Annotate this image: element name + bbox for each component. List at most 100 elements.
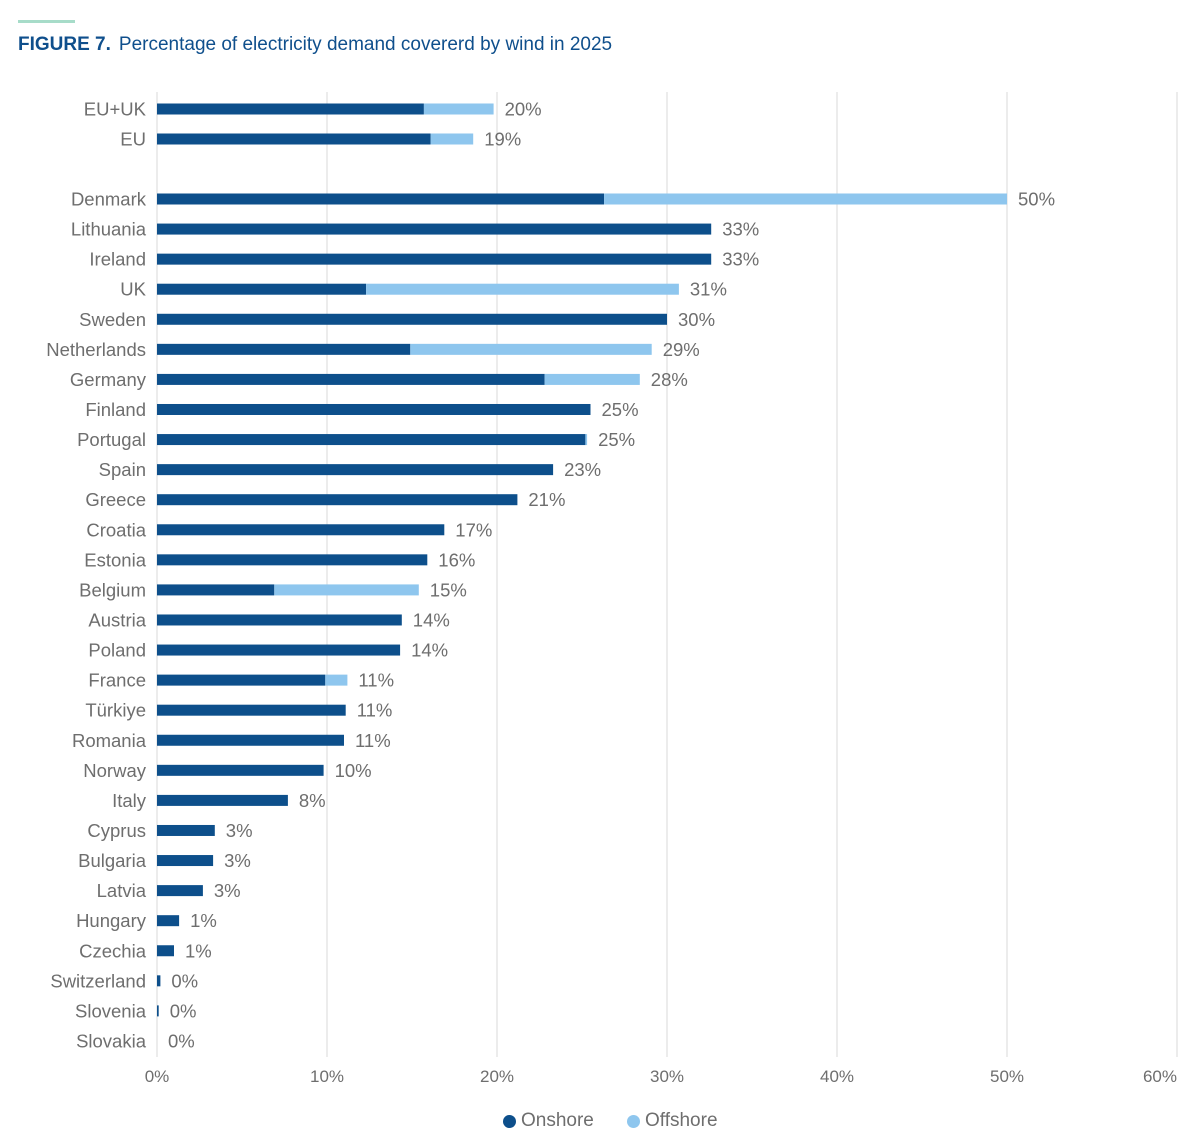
bar-offshore <box>604 193 1007 205</box>
category-label: Estonia <box>84 549 146 570</box>
category-label: France <box>88 670 146 691</box>
data-label: 14% <box>413 609 450 630</box>
bar-chart: EU+UK 20% EU 19% Denmark 50% Lithuania 33% Irela… <box>46 92 1178 1086</box>
bar-onshore <box>157 343 411 355</box>
x-tick-label: 40% <box>820 1067 854 1086</box>
data-label: 3% <box>214 880 241 901</box>
bar-onshore <box>157 644 401 656</box>
bar-onshore <box>157 704 346 716</box>
bar-onshore <box>157 253 712 265</box>
category-label: Denmark <box>71 189 147 210</box>
data-label: 15% <box>430 579 467 600</box>
category-label: Slovakia <box>76 1030 147 1051</box>
category-label: Finland <box>85 399 146 420</box>
figure-title-text: Percentage of electricity demand coverer… <box>118 34 613 55</box>
data-label: 19% <box>484 129 521 150</box>
bar-onshore <box>157 794 288 806</box>
data-label: 11% <box>358 670 394 691</box>
category-label: Czechia <box>79 940 147 961</box>
category-label: UK <box>120 279 146 300</box>
data-label: 11% <box>355 730 391 751</box>
bar-onshore <box>157 373 545 385</box>
data-label: 30% <box>678 309 715 330</box>
category-label: Ireland <box>89 249 146 270</box>
category-label: Slovenia <box>75 1000 147 1021</box>
data-label: 1% <box>185 940 212 961</box>
bar-onshore <box>157 403 591 415</box>
x-tick-label: 30% <box>650 1067 684 1086</box>
bar-onshore <box>157 283 367 295</box>
data-label: 11% <box>357 700 393 721</box>
legend-label-onshore: Onshore <box>521 1110 594 1131</box>
data-label: 3% <box>226 820 253 841</box>
bar-onshore <box>157 193 605 205</box>
bar-onshore <box>157 554 428 566</box>
offshore-swatch <box>627 1114 640 1128</box>
category-label: Netherlands <box>46 339 146 360</box>
category-label: Greece <box>85 489 146 510</box>
data-label: 25% <box>598 429 635 450</box>
bar-onshore <box>157 734 344 746</box>
bar-offshore <box>325 674 348 686</box>
x-tick-label: 50% <box>990 1067 1024 1086</box>
data-label: 3% <box>224 850 251 871</box>
bar-onshore <box>157 223 712 235</box>
bar-onshore <box>157 494 518 506</box>
category-label: EU <box>120 129 146 150</box>
category-label: Poland <box>88 640 146 661</box>
bar-onshore <box>157 885 203 897</box>
bar-offshore <box>544 373 640 385</box>
category-label: Italy <box>112 790 147 811</box>
onshore-swatch <box>503 1114 516 1128</box>
data-label: 33% <box>722 219 759 240</box>
bar-onshore <box>157 915 180 927</box>
data-label: 20% <box>505 99 542 120</box>
category-label: Germany <box>70 369 147 390</box>
data-label: 50% <box>1018 189 1055 210</box>
figure-number: FIGURE 7. <box>18 34 111 55</box>
bar-onshore <box>157 674 326 686</box>
bar-offshore <box>423 103 494 115</box>
bar-onshore <box>157 945 174 957</box>
data-label: 0% <box>170 1000 197 1021</box>
bar-onshore <box>157 464 554 476</box>
legend-item-onshore: Onshore <box>503 1110 594 1132</box>
figure-title: FIGURE 7. Percentage of electricity deman… <box>18 34 612 56</box>
category-label: EU+UK <box>84 99 147 120</box>
category-label: Latvia <box>97 880 147 901</box>
bar-offshore <box>410 343 652 355</box>
category-label: Bulgaria <box>78 850 147 871</box>
x-tick-label: 10% <box>310 1067 344 1086</box>
category-label: Austria <box>88 609 146 630</box>
x-tick-label: 0% <box>145 1067 170 1086</box>
bar-onshore <box>157 855 214 867</box>
category-label: Hungary <box>76 910 147 931</box>
header-accent-rule <box>18 20 75 23</box>
data-label: 8% <box>299 790 326 811</box>
category-label: Romania <box>72 730 147 751</box>
data-label: 25% <box>602 399 639 420</box>
category-label: Lithuania <box>71 219 147 240</box>
data-label: 17% <box>455 519 492 540</box>
category-label: Switzerland <box>50 970 146 991</box>
bar-onshore <box>157 434 586 446</box>
legend-label-offshore: Offshore <box>645 1110 718 1131</box>
bar-onshore <box>157 824 215 836</box>
data-label: 21% <box>528 489 565 510</box>
chart-legend: Onshore Offshore <box>0 1110 1200 1136</box>
data-label: 0% <box>171 970 198 991</box>
data-label: 1% <box>190 910 217 931</box>
bar-offshore <box>274 584 419 596</box>
data-label: 10% <box>335 760 372 781</box>
data-label: 33% <box>722 249 759 270</box>
bar-onshore <box>157 1005 159 1017</box>
bar-onshore <box>157 584 275 596</box>
category-label: Spain <box>99 459 146 480</box>
bar-onshore <box>157 764 324 776</box>
bar-onshore <box>157 133 431 145</box>
bar-onshore <box>157 313 667 325</box>
bar-offshore <box>366 283 679 295</box>
bar-onshore <box>157 103 424 115</box>
x-tick-label: 20% <box>480 1067 514 1086</box>
data-label: 31% <box>690 279 727 300</box>
